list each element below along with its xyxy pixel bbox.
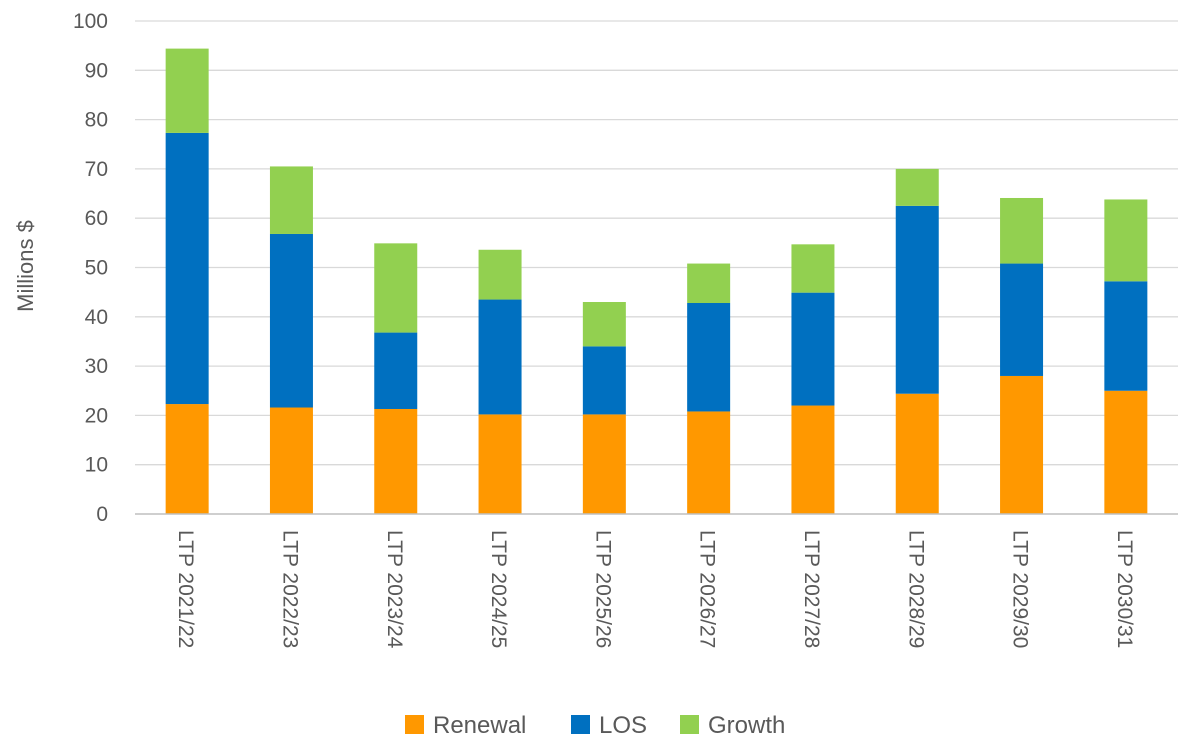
bars bbox=[165, 48, 1148, 514]
bar-growth-1 bbox=[165, 48, 209, 133]
bar-growth-5 bbox=[582, 302, 626, 347]
x-tick-label: LTP 2028/29 bbox=[904, 530, 927, 648]
bar-growth-2 bbox=[269, 166, 313, 234]
legend-label-growth: Growth bbox=[708, 712, 785, 739]
x-tick-label: LTP 2021/22 bbox=[174, 530, 197, 648]
bar-renewal-7 bbox=[791, 405, 835, 514]
y-axis-title: Millions $ bbox=[13, 220, 38, 312]
x-tick-label: LTP 2026/27 bbox=[696, 530, 719, 648]
y-tick-label: 100 bbox=[73, 10, 108, 33]
y-tick-label: 20 bbox=[85, 404, 108, 427]
bar-growth-7 bbox=[791, 244, 835, 293]
y-tick-label: 60 bbox=[85, 207, 108, 230]
x-tick-label: LTP 2023/24 bbox=[383, 530, 406, 649]
y-tick-label: 50 bbox=[85, 257, 108, 280]
bar-los-5 bbox=[582, 346, 626, 415]
bar-los-8 bbox=[895, 205, 939, 394]
bar-growth-6 bbox=[687, 263, 731, 303]
legend: Renewal LOS Growth bbox=[405, 712, 785, 739]
bar-renewal-2 bbox=[269, 407, 313, 514]
bar-growth-3 bbox=[374, 243, 418, 333]
y-tick-label: 40 bbox=[85, 306, 108, 329]
bar-los-3 bbox=[374, 332, 418, 409]
y-tick-label: 30 bbox=[85, 355, 108, 378]
bar-growth-4 bbox=[478, 249, 522, 300]
x-tick-label: LTP 2025/26 bbox=[591, 530, 614, 648]
legend-swatch-growth bbox=[680, 715, 699, 734]
x-tick-label: LTP 2029/30 bbox=[1009, 530, 1032, 648]
y-tick-label: 90 bbox=[85, 59, 108, 82]
y-tick-label: 80 bbox=[85, 109, 108, 132]
bar-growth-9 bbox=[1000, 197, 1044, 264]
bar-los-10 bbox=[1104, 281, 1148, 391]
bar-los-6 bbox=[687, 302, 731, 412]
bar-renewal-9 bbox=[1000, 375, 1044, 514]
x-tick-label: LTP 2024/25 bbox=[487, 530, 510, 648]
y-tick-label: 10 bbox=[85, 454, 108, 477]
y-tick-label: 70 bbox=[85, 158, 108, 181]
bar-renewal-4 bbox=[478, 414, 522, 514]
bar-renewal-8 bbox=[895, 393, 939, 514]
bar-renewal-1 bbox=[165, 404, 209, 514]
bar-los-9 bbox=[1000, 263, 1044, 376]
bar-renewal-10 bbox=[1104, 390, 1148, 514]
x-tick-label: LTP 2030/31 bbox=[1113, 530, 1136, 648]
bar-growth-10 bbox=[1104, 199, 1148, 282]
y-tick-label: 0 bbox=[96, 503, 108, 526]
x-axis-tick-labels: LTP 2021/22 LTP 2022/23 LTP 2023/24 LTP 202… bbox=[174, 530, 1136, 649]
bar-los-1 bbox=[165, 132, 209, 405]
x-tick-label: LTP 2027/28 bbox=[800, 530, 823, 648]
bar-los-7 bbox=[791, 292, 835, 406]
bar-renewal-3 bbox=[374, 408, 418, 514]
legend-swatch-renewal bbox=[405, 715, 424, 734]
bar-growth-8 bbox=[895, 168, 939, 206]
legend-label-los: LOS bbox=[599, 712, 647, 739]
x-tick-label: LTP 2022/23 bbox=[278, 530, 301, 648]
legend-label-renewal: Renewal bbox=[433, 712, 526, 739]
y-axis-tick-labels: 0 10 20 30 40 50 60 70 80 90 100 bbox=[73, 10, 108, 526]
legend-swatch-los bbox=[571, 715, 590, 734]
bar-los-2 bbox=[269, 233, 313, 408]
bar-renewal-6 bbox=[687, 411, 731, 514]
bar-renewal-5 bbox=[582, 414, 626, 514]
bar-los-4 bbox=[478, 299, 522, 415]
